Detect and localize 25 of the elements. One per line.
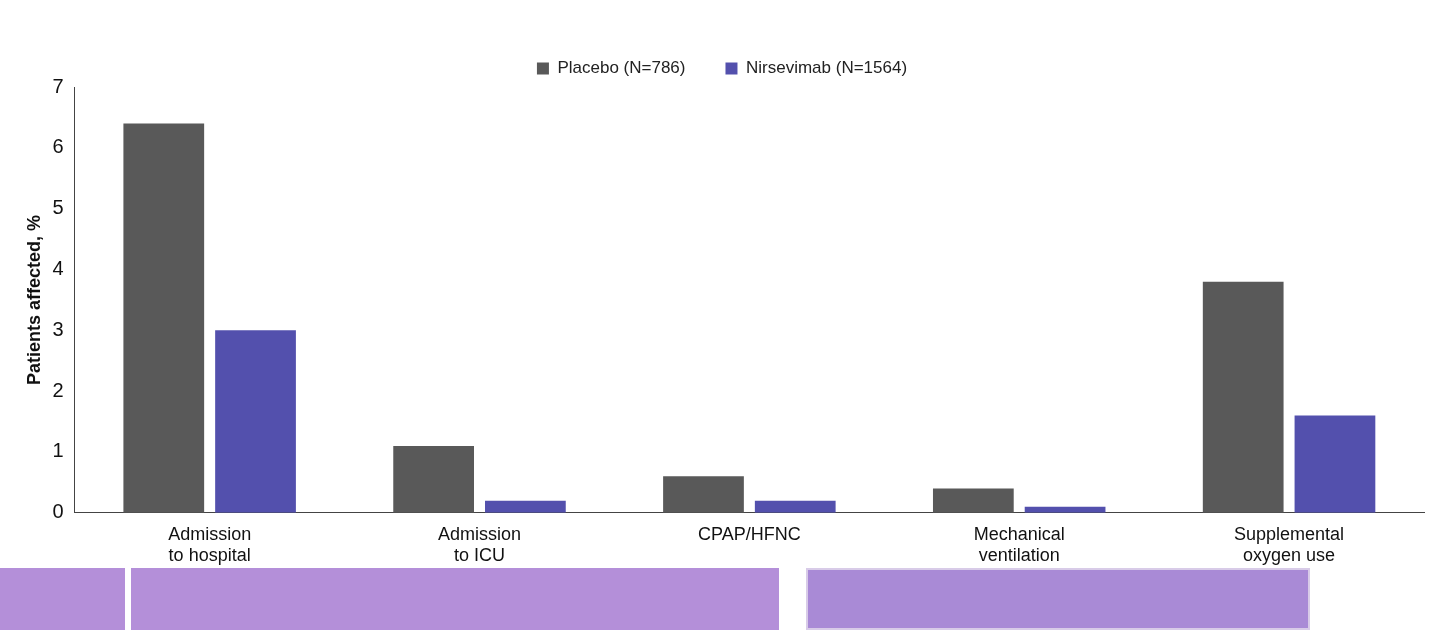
x-tick-label: CPAP/HFNC	[698, 523, 801, 544]
bar	[123, 123, 205, 513]
x-tick-label: Mechanical ventilation	[973, 523, 1065, 566]
bar	[215, 330, 296, 513]
y-tick-label: 6	[52, 135, 64, 158]
bar	[393, 445, 474, 513]
y-tick-label: 1	[52, 439, 64, 462]
y-tick-label: 7	[52, 74, 64, 97]
bar	[1202, 281, 1284, 513]
bar	[663, 476, 744, 513]
bar	[932, 488, 1014, 513]
bar	[485, 500, 566, 513]
legend-label: Placebo (N=786)	[557, 58, 686, 78]
y-tick-label: 2	[52, 378, 64, 401]
y-tick-label: 5	[52, 196, 64, 219]
bar	[1294, 415, 1376, 513]
legend-label: Nirsevimab (N=1564)	[745, 58, 908, 78]
x-tick-label: Admission to hospital	[168, 523, 252, 566]
y-tick-label: 4	[52, 257, 64, 279]
bar	[754, 500, 836, 513]
y-tick-label: 0	[52, 500, 64, 523]
y-tick-label: 3	[52, 317, 64, 340]
x-tick-label: Supplemental oxygen use	[1234, 523, 1345, 566]
x-tick-label: Admission to ICU	[437, 523, 522, 566]
y-axis-title: Patients affected, %	[23, 214, 44, 385]
